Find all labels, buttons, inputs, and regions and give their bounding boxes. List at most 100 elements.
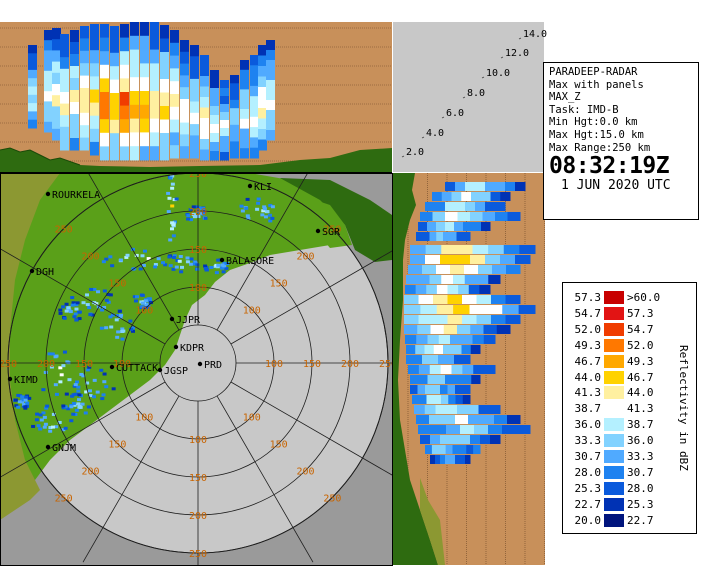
echo-cell [140,305,145,309]
echo-cell [203,264,208,268]
legend-row: 52.0 54.7 [563,322,663,337]
echo-cell [60,103,69,116]
echo-cell [52,50,61,63]
echo-cell [266,50,275,61]
legend-color-swatch [604,450,624,463]
echo-cell [482,212,496,221]
echo-cell [129,327,134,331]
echo-cell [404,305,421,314]
legend-color-swatch [604,306,624,320]
echo-cell [432,212,446,221]
echo-cell [438,445,447,454]
echo-cell [100,64,109,79]
echo-cell [412,395,420,404]
echo-cell [455,385,463,394]
echo-cell [230,149,239,159]
echo-cell [142,249,147,253]
echo-cell [416,232,424,241]
echo-cell [25,401,30,405]
echo-cell [258,129,267,140]
echo-cell [61,305,66,309]
echo-cell [419,395,427,404]
echo-cell [47,352,52,356]
echo-cell [102,380,107,384]
echo-cell [171,256,176,260]
legend-color-swatch [604,481,624,495]
echo-cell [108,255,113,259]
echo-cell [445,455,451,464]
echo-cell [90,141,99,156]
echo-cell [73,312,78,316]
echo-cell [451,365,463,374]
echo-cell [133,299,138,303]
echo-cell [422,232,430,241]
echo-cell [435,202,446,211]
echo-cell [462,355,471,364]
echo-cell [67,308,72,312]
echo-cell [424,405,436,414]
echo-cell [446,405,458,414]
echo-cell [457,405,469,414]
echo-cell [140,254,145,258]
echo-cell [104,298,109,302]
echo-cell [140,35,149,51]
echo-cell [90,76,99,90]
echo-cell [170,174,175,178]
echo-cell [90,63,99,77]
echo-cell [119,313,124,317]
echo-cell [463,232,471,241]
echo-cell [478,405,490,414]
echo-cell [200,107,209,119]
height-scale-tick [441,116,445,119]
echo-cell [198,211,203,215]
echo-cell [140,77,149,92]
echo-cell [14,404,19,408]
legend-upper-bound: 57.3 [627,306,654,320]
echo-cell [120,132,129,147]
echo-cell [90,24,99,38]
echo-cell [429,275,442,284]
echo-cell [266,130,275,141]
echo-cell [266,120,275,131]
echo-cell [168,238,173,242]
echo-cell [53,355,58,359]
echo-cell [197,206,202,210]
echo-cell [258,45,267,56]
echo-cell [34,418,39,422]
echo-cell [492,265,507,274]
echo-cell [141,263,146,267]
echo-cell [415,345,425,354]
echo-cell [446,425,461,434]
echo-cell [209,265,214,269]
echo-cell [35,412,40,416]
echo-cell [185,260,190,264]
echo-cell [408,265,423,274]
legend-row: 38.7 41.3 [563,401,663,416]
echo-cell [468,285,480,294]
echo-cell [200,139,209,150]
echo-cell [150,22,159,37]
echo-cell [104,326,109,330]
echo-cell [210,115,219,125]
echo-cell [416,335,428,344]
echo-cell [120,37,129,52]
echo-cell [230,83,239,93]
echo-cell [474,425,489,434]
echo-cell [519,245,536,254]
echo-cell [75,380,80,384]
echo-cell [101,393,106,397]
echo-cell [258,55,267,67]
echo-cell [240,128,249,139]
echo-cell [120,51,129,66]
echo-cell [167,196,172,200]
radar-info-panel: PARADEEP-RADAR Max with panels MAX_Z Tas… [543,62,699,220]
echo-cell [250,127,259,138]
echo-cell [146,257,151,261]
echo-cell [100,37,109,52]
echo-cell [70,78,79,91]
echo-cell [485,182,496,191]
echo-cell [27,396,32,400]
echo-cell [470,435,481,444]
echo-cell [128,319,133,323]
echo-cell [268,219,273,223]
